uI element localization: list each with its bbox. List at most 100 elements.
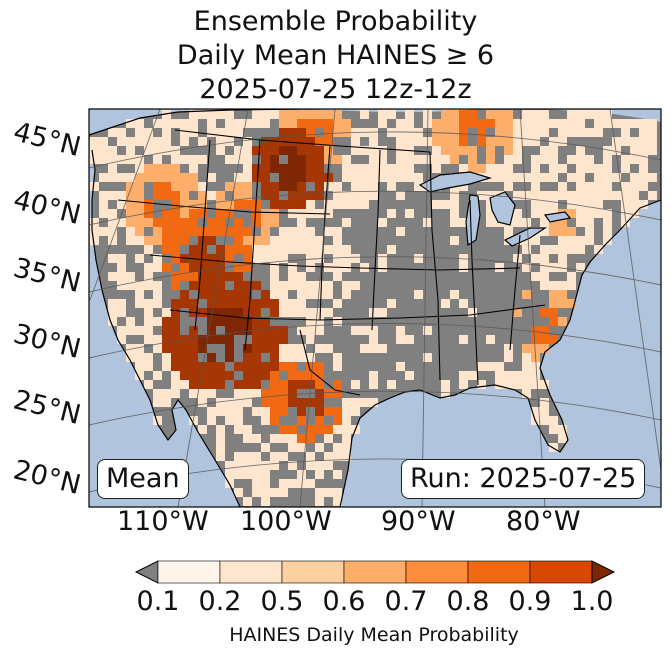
probability-cell [351, 254, 360, 263]
probability-cell [297, 128, 306, 137]
probability-cell [144, 353, 153, 362]
probability-cell [261, 461, 270, 470]
probability-cell [612, 146, 621, 155]
probability-cell [207, 263, 216, 272]
probability-cell [522, 344, 531, 353]
probability-cell [324, 281, 333, 290]
probability-cell [495, 164, 504, 173]
probability-cell [153, 335, 162, 344]
probability-cell [243, 497, 252, 506]
probability-cell [567, 281, 576, 290]
probability-cell [270, 245, 279, 254]
probability-cell [198, 254, 207, 263]
probability-cell [324, 128, 333, 137]
probability-cell [288, 281, 297, 290]
probability-cell [378, 173, 387, 182]
probability-cell [495, 119, 504, 128]
probability-cell [459, 263, 468, 272]
probability-cell [261, 389, 270, 398]
probability-cell [387, 173, 396, 182]
probability-cell [558, 218, 567, 227]
probability-cell [216, 317, 225, 326]
probability-cell [144, 245, 153, 254]
probability-cell [333, 155, 342, 164]
probability-cell [369, 155, 378, 164]
probability-cell [630, 155, 639, 164]
probability-cell [459, 371, 468, 380]
probability-cell [396, 173, 405, 182]
probability-cell [117, 191, 126, 200]
probability-cell [495, 137, 504, 146]
probability-cell [270, 209, 279, 218]
probability-cell [180, 137, 189, 146]
probability-cell [207, 281, 216, 290]
probability-cell [198, 110, 207, 119]
probability-cell [531, 344, 540, 353]
probability-cell [234, 191, 243, 200]
probability-cell [270, 371, 279, 380]
probability-cell [108, 272, 117, 281]
probability-cell [369, 164, 378, 173]
probability-cell [216, 407, 225, 416]
probability-cell [531, 173, 540, 182]
probability-cell [117, 200, 126, 209]
probability-cell [261, 245, 270, 254]
probability-cell [207, 335, 216, 344]
probability-cell [540, 200, 549, 209]
probability-cell [531, 128, 540, 137]
probability-cell [612, 137, 621, 146]
probability-cell [99, 227, 108, 236]
probability-cell [315, 389, 324, 398]
probability-cell [594, 119, 603, 128]
probability-cell [486, 155, 495, 164]
probability-cell [603, 191, 612, 200]
probability-cell [171, 326, 180, 335]
probability-cell [603, 182, 612, 191]
probability-cell [459, 335, 468, 344]
probability-cell [333, 128, 342, 137]
probability-cell [180, 272, 189, 281]
probability-cell [522, 389, 531, 398]
probability-cell [144, 326, 153, 335]
probability-cell [360, 146, 369, 155]
probability-cell [324, 344, 333, 353]
probability-cell [648, 137, 657, 146]
probability-cell [261, 290, 270, 299]
probability-cell [450, 110, 459, 119]
probability-cell [306, 461, 315, 470]
probability-cell [522, 362, 531, 371]
probability-cell [477, 137, 486, 146]
probability-cell [171, 344, 180, 353]
probability-cell [225, 335, 234, 344]
probability-cell [225, 110, 234, 119]
probability-cell [162, 353, 171, 362]
probability-cell [495, 110, 504, 119]
probability-cell [243, 452, 252, 461]
probability-cell [621, 200, 630, 209]
colorbar-tick-4: 0.7 [384, 586, 428, 617]
probability-cell [324, 434, 333, 443]
probability-cell [450, 218, 459, 227]
probability-cell [522, 128, 531, 137]
probability-cell [261, 344, 270, 353]
probability-cell [153, 317, 162, 326]
probability-cell [270, 272, 279, 281]
colorbar-segment [405, 560, 469, 584]
probability-cell [333, 488, 342, 497]
probability-cell [306, 110, 315, 119]
probability-cell [369, 128, 378, 137]
probability-cell [279, 434, 288, 443]
probability-cell [396, 119, 405, 128]
probability-cell [126, 137, 135, 146]
probability-cell [342, 191, 351, 200]
probability-cell [639, 173, 648, 182]
probability-cell [198, 263, 207, 272]
probability-cell [297, 191, 306, 200]
probability-cell [621, 182, 630, 191]
probability-cell [198, 308, 207, 317]
probability-cell [450, 146, 459, 155]
probability-cell [252, 344, 261, 353]
probability-cell [639, 137, 648, 146]
probability-cell [117, 299, 126, 308]
probability-cell [333, 416, 342, 425]
